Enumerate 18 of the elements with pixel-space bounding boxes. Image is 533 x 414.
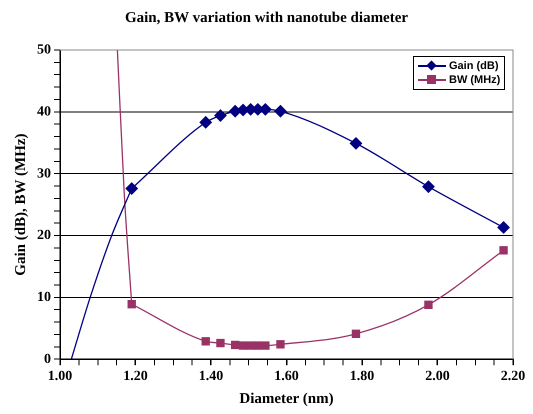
x-tick-label: 2.00 <box>425 369 450 384</box>
x-tick-label: 2.20 <box>500 369 526 384</box>
y-tick-label: 30 <box>37 166 51 182</box>
y-tick-label: 0 <box>44 352 51 367</box>
x-tick-label: 1.00 <box>48 369 72 384</box>
x-tick-label: 1.40 <box>198 369 224 384</box>
y-tick-label: 50 <box>37 42 51 58</box>
x-tick-label: 1.20 <box>123 369 148 384</box>
y-tick-label: 40 <box>37 104 51 120</box>
y-tick-label: 20 <box>37 228 51 244</box>
x-tick-label: 1.80 <box>350 369 374 384</box>
chart-title: Gain, BW variation with nanotube diameter <box>124 10 410 27</box>
x-tick-label: 1.60 <box>274 369 299 384</box>
legend-label: Gain (dB) <box>449 60 498 72</box>
x-axis-title: Diameter (nm) <box>239 390 334 407</box>
y-tick-label: 10 <box>37 290 51 305</box>
y-axis-title: Gain (dB), BW (MHz) <box>12 133 29 276</box>
legend-label: BW (MHz) <box>449 74 500 86</box>
